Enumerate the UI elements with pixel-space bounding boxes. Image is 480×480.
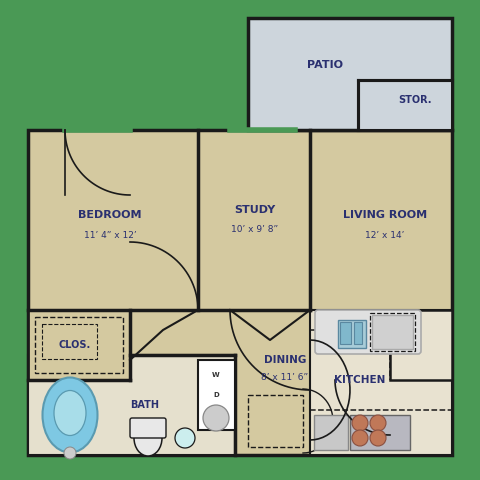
Text: 10’ x 9’ 8”: 10’ x 9’ 8” <box>231 226 278 235</box>
Bar <box>310 310 452 455</box>
Circle shape <box>203 405 229 431</box>
Bar <box>28 310 130 380</box>
Bar <box>354 322 362 344</box>
Circle shape <box>352 430 368 446</box>
Text: 12’ x 14’: 12’ x 14’ <box>365 230 405 240</box>
Bar <box>28 130 452 455</box>
Circle shape <box>370 430 386 446</box>
Ellipse shape <box>54 391 86 435</box>
Text: 8’ x 11’ 6”: 8’ x 11’ 6” <box>262 373 309 383</box>
Ellipse shape <box>43 377 97 453</box>
Bar <box>350 415 410 450</box>
Text: PATIO: PATIO <box>307 60 343 70</box>
Text: D: D <box>213 392 219 398</box>
Bar <box>248 395 303 447</box>
Bar <box>358 80 452 130</box>
Text: W: W <box>212 372 220 378</box>
Text: KITCHEN: KITCHEN <box>334 375 386 385</box>
Bar <box>370 313 415 351</box>
Bar <box>28 355 235 455</box>
Circle shape <box>352 415 368 431</box>
Bar <box>42 324 97 359</box>
Text: DINING: DINING <box>264 355 306 365</box>
Bar <box>314 415 348 450</box>
Circle shape <box>64 447 76 459</box>
Ellipse shape <box>175 428 195 448</box>
Bar <box>198 360 235 430</box>
Bar <box>338 320 366 348</box>
Ellipse shape <box>134 420 162 456</box>
Text: BEDROOM: BEDROOM <box>78 210 142 220</box>
Text: 11’ 4” x 12’: 11’ 4” x 12’ <box>84 230 136 240</box>
Bar <box>390 310 452 380</box>
Text: STUDY: STUDY <box>234 205 276 215</box>
Text: BATH: BATH <box>131 400 159 410</box>
FancyBboxPatch shape <box>130 418 166 438</box>
Text: STOR.: STOR. <box>398 95 432 105</box>
Bar <box>340 322 351 344</box>
Circle shape <box>370 415 386 431</box>
Bar <box>35 317 123 373</box>
Bar <box>248 18 452 130</box>
FancyBboxPatch shape <box>315 310 421 354</box>
Text: LIVING ROOM: LIVING ROOM <box>343 210 427 220</box>
Bar <box>372 315 413 349</box>
Text: CLOS.: CLOS. <box>59 340 91 350</box>
